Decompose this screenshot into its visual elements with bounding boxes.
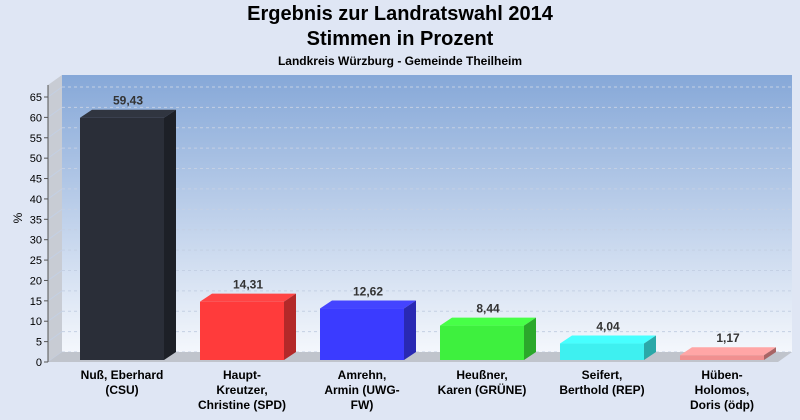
category-label: Hüben- <box>701 368 742 382</box>
y-tick-label: 50 <box>30 153 42 165</box>
y-tick-label: 10 <box>30 316 42 328</box>
bar-top <box>200 293 296 302</box>
category-label: FW) <box>351 398 374 412</box>
value-label: 8,44 <box>476 302 500 316</box>
gridline-side <box>47 229 63 241</box>
chart-title: Ergebnis zur Landratswahl 2014 <box>247 3 553 25</box>
category-label: Karen (GRÜNE) <box>438 382 527 397</box>
gridlines <box>47 86 792 363</box>
bar-side <box>404 300 416 360</box>
bar <box>680 355 764 360</box>
category-label: Doris (ödp) <box>690 398 754 412</box>
gridline-side <box>47 147 63 159</box>
category-label: Nuß, Eberhard <box>81 368 164 382</box>
bar <box>80 117 164 360</box>
y-tick-label: 55 <box>30 133 42 145</box>
y-tick-label: 25 <box>30 255 42 267</box>
bar-side <box>764 347 776 360</box>
category-label: Armin (UWG- <box>324 383 399 397</box>
y-axis: 0 5 10 15 20 25 30 35 40 45 50 55 60 65 <box>30 85 49 369</box>
bar-side <box>164 109 176 360</box>
value-label: 12,62 <box>353 285 383 299</box>
y-tick-label: 35 <box>30 214 42 226</box>
bar <box>560 343 644 360</box>
gridline-side <box>47 249 63 261</box>
plot-side-wall <box>48 75 62 362</box>
value-label: 14,31 <box>233 278 263 292</box>
bar <box>440 325 524 360</box>
category-label: Haupt- <box>223 368 261 382</box>
gridline-side <box>47 106 63 118</box>
gridline-side <box>47 208 63 220</box>
y-tick-label: 60 <box>30 112 42 124</box>
bar <box>200 301 284 360</box>
gridline-side <box>47 86 63 98</box>
y-tick-label: 0 <box>36 357 42 369</box>
gridline-side <box>47 168 63 179</box>
y-tick-label: 5 <box>36 337 42 349</box>
y-tick-label: 30 <box>30 235 42 247</box>
bar-top <box>320 300 416 309</box>
y-tick-label: 45 <box>30 174 42 186</box>
gridline-side <box>47 331 63 343</box>
bar-top <box>680 347 776 356</box>
bar-side <box>524 317 536 360</box>
bars: 59,43 14,31 12,62 8,44 4,04 1,17 <box>80 94 776 360</box>
chart-title-line2: Stimmen in Prozent <box>306 28 494 50</box>
gridline-side <box>47 290 63 302</box>
category-label: Christine (SPD) <box>198 398 286 412</box>
category-label: Amrehn, <box>338 368 387 382</box>
bar-side <box>284 293 296 360</box>
value-label: 59,43 <box>113 94 143 108</box>
category-label: Kreutzer, <box>216 383 267 397</box>
gridline-side <box>47 127 63 139</box>
category-label: Seifert, <box>582 368 623 382</box>
category-label: Berthold (REP) <box>559 383 644 397</box>
y-tick-label: 65 <box>30 92 42 104</box>
y-tick-label: 20 <box>30 275 42 287</box>
chart-subtitle: Landkreis Würzburg - Gemeinde Theilheim <box>277 54 523 68</box>
bar-top <box>440 317 536 326</box>
plot-background <box>62 75 792 352</box>
gridline-side <box>47 270 63 281</box>
value-label: 4,04 <box>596 320 620 334</box>
category-label: (CSU) <box>105 383 138 397</box>
y-tick-label: 40 <box>30 194 42 206</box>
bar-top <box>560 335 656 344</box>
category-label: Heußner, <box>456 368 507 382</box>
bar-top <box>80 109 176 118</box>
y-axis-label: % <box>11 212 25 223</box>
category-labels: Nuß, Eberhard(CSU) Haupt-Kreutzer,Christi… <box>81 368 754 412</box>
category-label: Holomos, <box>695 383 750 397</box>
bar <box>320 308 404 360</box>
gridline-side <box>47 310 63 322</box>
y-tick-label: 15 <box>30 296 42 308</box>
value-label: 1,17 <box>716 331 740 345</box>
bar-side <box>644 335 656 360</box>
gridline-side <box>47 188 63 200</box>
